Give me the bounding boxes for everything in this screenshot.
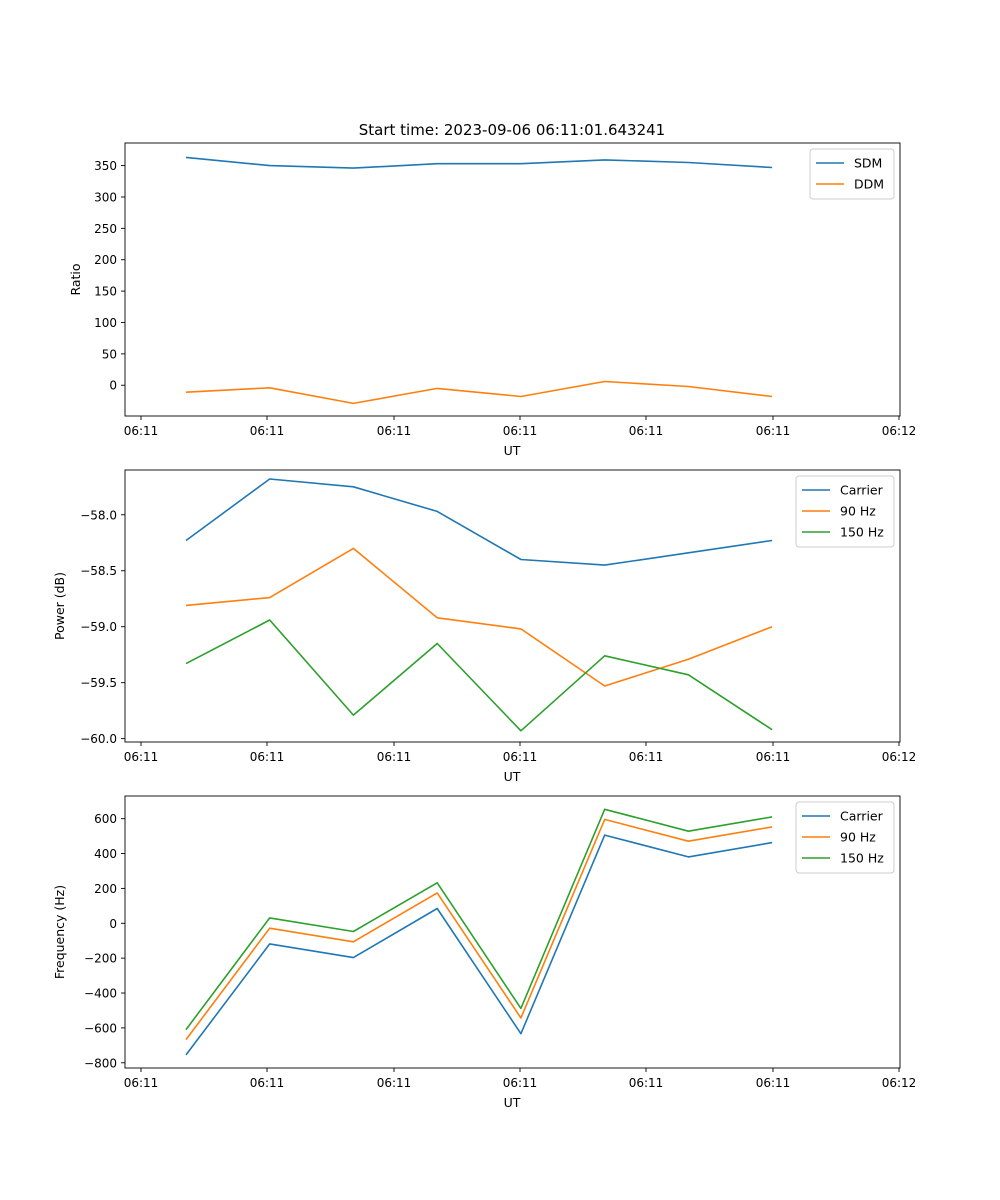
power-x-tick-label: 06:11 bbox=[250, 750, 285, 764]
ratio-legend-box bbox=[809, 148, 895, 200]
frequency-y-tick-label: 0 bbox=[109, 917, 117, 931]
ratio-y-tick-label: 300 bbox=[94, 190, 117, 204]
ratio-x-tick-label: 06:11 bbox=[377, 424, 412, 438]
ratio-legend-label: SDM bbox=[854, 156, 882, 171]
power-y-tick-label: −59.0 bbox=[80, 620, 117, 634]
power-x-tick-label: 06:11 bbox=[377, 750, 412, 764]
ratio-panel: 06:11 06:11 06:11 06:11 06:11 06:11 06:12 0 50 10… bbox=[68, 142, 917, 458]
power-x-tick-label: 06:11 bbox=[756, 750, 791, 764]
ratio-series-sdm bbox=[185, 156, 773, 169]
frequency-x-tick-label: 06:11 bbox=[124, 1076, 159, 1090]
ratio-y-tick-label: 200 bbox=[94, 253, 117, 267]
frequency-panel: 06:11 06:11 06:11 06:11 06:11 06:11 06:12 −800 −… bbox=[52, 795, 917, 1110]
frequency-legend-label: 90 Hz bbox=[840, 830, 876, 845]
ratio-y-tick-label: 250 bbox=[94, 222, 117, 236]
frequency-legend-label: Carrier bbox=[840, 809, 884, 824]
power-legend-label: 90 Hz bbox=[840, 504, 876, 519]
power-series-90-hz bbox=[185, 547, 773, 687]
frequency-series-150-hz bbox=[185, 808, 773, 1031]
ratio-axes-frame bbox=[124, 142, 901, 417]
power-y-tick-label: −59.5 bbox=[80, 676, 117, 690]
ratio-y-tick-label: 50 bbox=[102, 347, 117, 361]
frequency-legend-box bbox=[795, 801, 895, 874]
ratio-x-tick-label: 06:11 bbox=[629, 424, 664, 438]
frequency-y-tick-label: 200 bbox=[94, 882, 117, 896]
frequency-legend-label: 150 Hz bbox=[840, 851, 884, 866]
ratio-x-tick-label: 06:11 bbox=[756, 424, 791, 438]
ratio-x-tick-label: 06:12 bbox=[882, 424, 917, 438]
power-x-tick-label: 06:11 bbox=[124, 750, 159, 764]
power-x-tick-label: 06:11 bbox=[503, 750, 538, 764]
frequency-series-carrier bbox=[185, 834, 773, 1056]
frequency-y-tick-label: −600 bbox=[84, 1021, 117, 1035]
frequency-x-tick-label: 06:11 bbox=[756, 1076, 791, 1090]
power-x-axis-label: UT bbox=[504, 769, 521, 784]
ratio-x-tick-label: 06:11 bbox=[124, 424, 159, 438]
power-legend-label: Carrier bbox=[840, 483, 884, 498]
ratio-legend-label: DDM bbox=[854, 177, 884, 192]
ratio-x-tick-label: 06:11 bbox=[503, 424, 538, 438]
power-y-tick-label: −60.0 bbox=[80, 732, 117, 746]
ratio-x-axis-label: UT bbox=[504, 443, 521, 458]
frequency-y-tick-label: 600 bbox=[94, 812, 117, 826]
power-x-tick-label: 06:12 bbox=[882, 750, 917, 764]
frequency-x-tick-label: 06:12 bbox=[882, 1076, 917, 1090]
power-legend-label: 150 Hz bbox=[840, 525, 884, 540]
frequency-axes-frame bbox=[124, 795, 901, 1069]
power-series-150-hz bbox=[185, 619, 773, 732]
power-y-tick-label: −58.5 bbox=[80, 564, 117, 578]
ratio-legend: SDM DDM bbox=[809, 148, 895, 200]
ratio-y-axis-label: Ratio bbox=[68, 263, 83, 295]
frequency-legend: Carrier 90 Hz 150 Hz bbox=[795, 801, 895, 874]
power-x-tick-label: 06:11 bbox=[629, 750, 664, 764]
power-legend: Carrier 90 Hz 150 Hz bbox=[795, 475, 895, 548]
ratio-y-tick-label: 0 bbox=[109, 379, 117, 393]
frequency-y-tick-label: −400 bbox=[84, 987, 117, 1001]
power-series-carrier bbox=[185, 478, 773, 566]
power-axes-frame bbox=[124, 469, 901, 743]
power-panel: 06:11 06:11 06:11 06:11 06:11 06:11 06:12 −60.0… bbox=[52, 469, 917, 784]
power-legend-box bbox=[795, 475, 895, 548]
ratio-y-tick-label: 150 bbox=[94, 285, 117, 299]
frequency-x-tick-label: 06:11 bbox=[629, 1076, 664, 1090]
frequency-x-tick-label: 06:11 bbox=[503, 1076, 538, 1090]
ratio-series-ddm bbox=[185, 380, 773, 405]
power-y-axis-label: Power (dB) bbox=[52, 572, 67, 640]
chart-title: Start time: 2023-09-06 06:11:01.643241 bbox=[359, 121, 665, 139]
frequency-y-axis-label: Frequency (Hz) bbox=[52, 885, 67, 979]
ratio-y-tick-label: 100 bbox=[94, 316, 117, 330]
ratio-y-tick-label: 350 bbox=[94, 159, 117, 173]
power-y-tick-label: −58.0 bbox=[80, 508, 117, 522]
frequency-y-tick-label: −800 bbox=[84, 1056, 117, 1070]
ratio-x-tick-label: 06:11 bbox=[250, 424, 285, 438]
frequency-y-tick-label: −200 bbox=[84, 952, 117, 966]
frequency-x-tick-label: 06:11 bbox=[377, 1076, 412, 1090]
frequency-x-tick-label: 06:11 bbox=[250, 1076, 285, 1090]
frequency-series-90-hz bbox=[185, 818, 773, 1041]
frequency-y-tick-label: 400 bbox=[94, 847, 117, 861]
frequency-x-axis-label: UT bbox=[504, 1095, 521, 1110]
